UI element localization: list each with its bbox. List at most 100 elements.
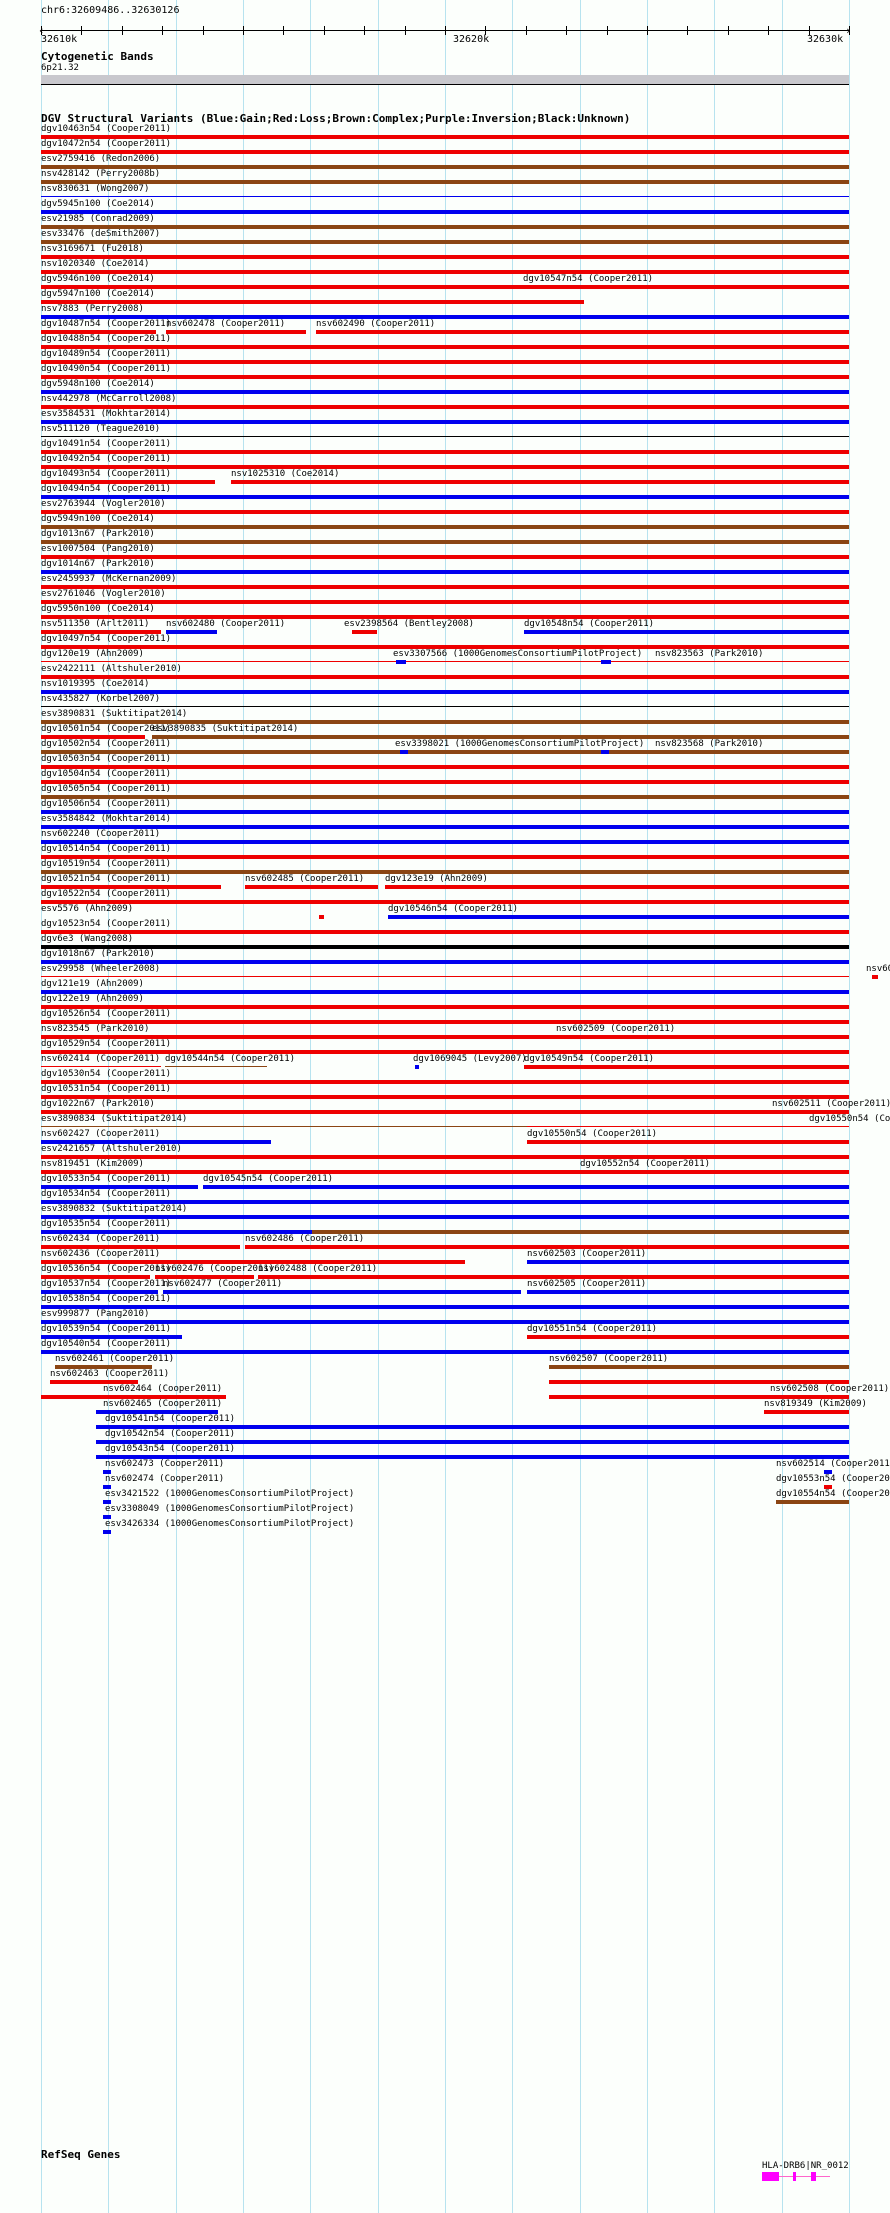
dgv-variant-label[interactable]: esv2761046 (Vogler2010) bbox=[41, 589, 166, 599]
dgv-variant-label[interactable]: nsv602507 (Cooper2011) bbox=[549, 1354, 669, 1364]
dgv-variant-label[interactable]: dgv10539n54 (Cooper2011) bbox=[41, 1324, 172, 1334]
dgv-variant-bar[interactable] bbox=[41, 675, 849, 679]
dgv-variant-label[interactable]: nsv602503 (Cooper2011) bbox=[527, 1249, 647, 1259]
dgv-variant-label[interactable]: dgv121e19 (Ahn2009) bbox=[41, 979, 144, 989]
dgv-variant-label[interactable]: dgv5948n100 (Coe2014) bbox=[41, 379, 155, 389]
dgv-variant-bar[interactable] bbox=[41, 765, 849, 769]
dgv-variant-label[interactable]: nsv602434 (Cooper2011) bbox=[41, 1234, 161, 1244]
dgv-variant-bar[interactable] bbox=[41, 661, 849, 662]
dgv-variant-label[interactable]: dgv10514n54 (Cooper2011) bbox=[41, 844, 172, 854]
dgv-variant-bar[interactable] bbox=[601, 750, 609, 754]
dgv-variant-label[interactable]: esv2421657 (Altshuler2010) bbox=[41, 1144, 182, 1154]
dgv-variant-bar[interactable] bbox=[41, 1260, 465, 1264]
dgv-variant-label[interactable]: dgv10547n54 (Cooper2011) bbox=[523, 274, 654, 284]
dgv-variant-bar[interactable] bbox=[824, 1470, 832, 1474]
dgv-variant-bar[interactable] bbox=[41, 585, 849, 589]
dgv-variant-bar[interactable] bbox=[41, 900, 849, 904]
dgv-variant-label[interactable]: esv2398564 (Bentley2008) bbox=[344, 619, 475, 629]
dgv-variant-label[interactable]: dgv5946n100 (Coe2014) bbox=[41, 274, 155, 284]
dgv-variant-bar[interactable] bbox=[41, 600, 849, 604]
dgv-variant-label[interactable]: dgv10546n54 (Cooper2011) bbox=[388, 904, 519, 914]
dgv-variant-label[interactable]: esv2459937 (McKernan2009) bbox=[41, 574, 177, 584]
dgv-variant-bar[interactable] bbox=[41, 555, 849, 559]
dgv-variant-label[interactable]: nsv3169671 (Fu2018) bbox=[41, 244, 144, 254]
dgv-variant-label[interactable]: dgv10506n54 (Cooper2011) bbox=[41, 799, 172, 809]
dgv-variant-label[interactable]: dgv10540n54 (Cooper2011) bbox=[41, 1339, 172, 1349]
dgv-variant-label[interactable]: esv3308049 (1000GenomesConsortiumPilotPr… bbox=[105, 1504, 355, 1514]
dgv-variant-label[interactable]: esv29958 (Wheeler2008) bbox=[41, 964, 161, 974]
dgv-variant-label[interactable]: nsv602463 (Cooper2011) bbox=[50, 1369, 170, 1379]
dgv-variant-bar[interactable] bbox=[41, 720, 849, 724]
dgv-variant-bar[interactable] bbox=[41, 930, 849, 934]
dgv-variant-bar[interactable] bbox=[41, 1066, 161, 1067]
dgv-variant-label[interactable]: dgv10529n54 (Cooper2011) bbox=[41, 1039, 172, 1049]
dgv-variant-label[interactable]: nsv7883 (Perry2008) bbox=[41, 304, 144, 314]
dgv-variant-label[interactable]: esv1007504 (Pang2010) bbox=[41, 544, 155, 554]
dgv-variant-label[interactable]: dgv10536n54 (Cooper2011) bbox=[41, 1264, 172, 1274]
dgv-variant-bar[interactable] bbox=[527, 1290, 849, 1294]
dgv-variant-label[interactable]: esv3890835 (Suktitipat2014) bbox=[152, 724, 299, 734]
dgv-variant-label[interactable]: esv2759416 (Redon2006) bbox=[41, 154, 161, 164]
dgv-variant-bar[interactable] bbox=[163, 1290, 521, 1294]
dgv-variant-label[interactable]: esv3421522 (1000GenomesConsortiumPilotPr… bbox=[105, 1489, 355, 1499]
dgv-variant-bar[interactable] bbox=[41, 855, 849, 859]
dgv-variant-label[interactable]: nsv602480 (Cooper2011) bbox=[166, 619, 286, 629]
dgv-variant-bar[interactable] bbox=[41, 750, 849, 754]
dgv-variant-label[interactable]: nsv602511 (Cooper2011) bbox=[772, 1099, 890, 1109]
dgv-variant-bar[interactable] bbox=[396, 660, 406, 664]
dgv-variant-bar[interactable] bbox=[258, 1275, 849, 1279]
dgv-variant-bar[interactable] bbox=[41, 840, 849, 844]
dgv-variant-bar[interactable] bbox=[601, 660, 611, 664]
dgv-variant-label[interactable]: dgv122e19 (Ahn2009) bbox=[41, 994, 144, 1004]
dgv-variant-label[interactable]: nsv602465 (Cooper2011) bbox=[103, 1399, 223, 1409]
dgv-variant-bar[interactable] bbox=[41, 810, 849, 814]
dgv-variant-label[interactable]: dgv10494n54 (Cooper2011) bbox=[41, 484, 172, 494]
dgv-variant-bar[interactable] bbox=[103, 1470, 111, 1474]
dgv-variant-bar[interactable] bbox=[41, 1215, 849, 1219]
dgv-variant-label[interactable]: nsv602478 (Cooper2011) bbox=[166, 319, 286, 329]
dgv-variant-label[interactable]: nsv602508 (Cooper2011) bbox=[770, 1384, 890, 1394]
dgv-variant-label[interactable]: dgv1013n67 (Park2010) bbox=[41, 529, 155, 539]
dgv-variant-bar[interactable] bbox=[41, 1140, 271, 1144]
dgv-variant-bar[interactable] bbox=[319, 915, 324, 919]
dgv-variant-label[interactable]: dgv10554n54 (Cooper2011) bbox=[776, 1489, 890, 1499]
dgv-variant-bar[interactable] bbox=[41, 1080, 849, 1084]
dgv-variant-bar[interactable] bbox=[41, 1275, 150, 1279]
dgv-variant-label[interactable]: dgv5949n100 (Coe2014) bbox=[41, 514, 155, 524]
dgv-variant-label[interactable]: dgv10543n54 (Cooper2011) bbox=[105, 1444, 236, 1454]
dgv-variant-bar[interactable] bbox=[165, 1066, 267, 1067]
dgv-variant-label[interactable]: dgv10490n54 (Cooper2011) bbox=[41, 364, 172, 374]
dgv-variant-bar[interactable] bbox=[41, 1155, 849, 1159]
dgv-variant-label[interactable]: dgv5945n100 (Coe2014) bbox=[41, 199, 155, 209]
dgv-variant-label[interactable]: dgv10537n54 (Cooper2011) bbox=[41, 1279, 172, 1289]
dgv-variant-bar[interactable] bbox=[41, 1305, 849, 1309]
dgv-variant-label[interactable]: dgv10472n54 (Cooper2011) bbox=[41, 139, 172, 149]
dgv-variant-bar[interactable] bbox=[41, 270, 849, 274]
dgv-variant-bar[interactable] bbox=[41, 480, 215, 484]
dgv-variant-bar[interactable] bbox=[96, 1455, 849, 1459]
dgv-variant-bar[interactable] bbox=[55, 1365, 152, 1369]
dgv-variant-label[interactable]: dgv10492n54 (Cooper2011) bbox=[41, 454, 172, 464]
dgv-variant-bar[interactable] bbox=[41, 690, 849, 694]
dgv-variant-label[interactable]: nsv435827 (Korbel2007) bbox=[41, 694, 161, 704]
dgv-variant-bar[interactable] bbox=[41, 945, 849, 949]
dgv-variant-label[interactable]: dgv10538n54 (Cooper2011) bbox=[41, 1294, 172, 1304]
dgv-variant-label[interactable]: esv3307566 (1000GenomesConsortiumPilotPr… bbox=[393, 649, 643, 659]
dgv-variant-bar[interactable] bbox=[580, 1170, 849, 1174]
dgv-variant-label[interactable]: dgv10552n54 (Cooper2011) bbox=[580, 1159, 711, 1169]
dgv-variant-bar[interactable] bbox=[103, 1530, 111, 1534]
dgv-variant-label[interactable]: esv3890831 (Suktitipat2014) bbox=[41, 709, 188, 719]
dgv-variant-bar[interactable] bbox=[41, 165, 849, 169]
dgv-variant-label[interactable]: nsv602476 (Cooper2011) bbox=[155, 1264, 275, 1274]
dgv-variant-bar[interactable] bbox=[824, 1485, 832, 1489]
dgv-variant-bar[interactable] bbox=[103, 1485, 111, 1489]
dgv-variant-bar[interactable] bbox=[41, 525, 849, 529]
dgv-variant-label[interactable]: nsv602464 (Cooper2011) bbox=[103, 1384, 223, 1394]
dgv-variant-label[interactable]: dgv123e19 (Ahn2009) bbox=[385, 874, 488, 884]
dgv-variant-bar[interactable] bbox=[41, 1230, 312, 1234]
dgv-variant-bar[interactable] bbox=[41, 196, 849, 197]
dgv-variant-label[interactable]: dgv10534n54 (Cooper2011) bbox=[41, 1189, 172, 1199]
dgv-variant-bar[interactable] bbox=[41, 570, 849, 574]
dgv-variant-bar[interactable] bbox=[41, 390, 849, 394]
gene-exon[interactable] bbox=[762, 2172, 779, 2181]
